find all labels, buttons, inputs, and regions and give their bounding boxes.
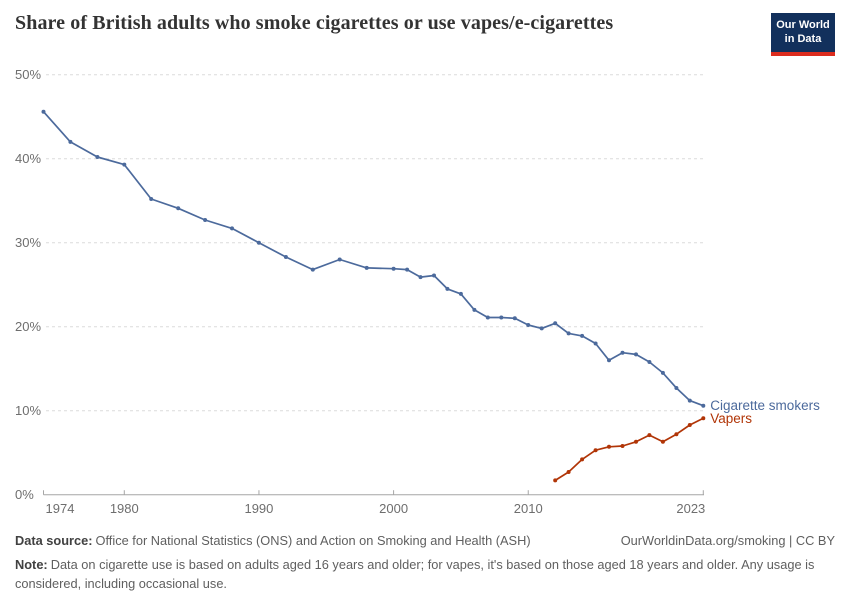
data-point (593, 448, 598, 453)
note-text: Data on cigarette use is based on adults… (15, 557, 815, 592)
y-tick-label: 50% (15, 67, 41, 82)
y-tick-label: 0% (15, 487, 34, 502)
owid-logo: Our World in Data (771, 13, 835, 56)
series-line-vapers (554, 417, 705, 482)
note-label: Note: (15, 557, 48, 572)
data-point (539, 326, 544, 331)
data-source-label: Data source: (15, 533, 93, 548)
note-row: Note: Data on cigarette use is based on a… (15, 555, 835, 593)
data-point (701, 403, 706, 408)
data-point (472, 307, 477, 312)
data-point (607, 358, 611, 363)
data-point (647, 433, 652, 438)
data-point (230, 226, 234, 231)
owid-logo-line1: Our World (776, 19, 830, 31)
x-tick-label: 2010 (514, 501, 543, 516)
data-point (418, 275, 423, 280)
data-point (283, 255, 288, 259)
data-point (485, 315, 490, 320)
source-row: Data source: Office for National Statisti… (15, 533, 835, 548)
x-tick-label: 2000 (379, 501, 408, 516)
data-point (405, 267, 410, 272)
data-point (634, 439, 638, 444)
owid-logo-line2: in Data (784, 32, 822, 45)
data-point (620, 444, 625, 448)
data-point (432, 273, 436, 278)
y-tick-label: 30% (15, 235, 41, 250)
data-point (68, 139, 73, 144)
data-point (566, 470, 571, 474)
data-point (337, 257, 342, 262)
y-tick-label: 10% (15, 403, 41, 418)
data-point (391, 266, 396, 271)
data-point (95, 155, 100, 159)
data-point (620, 350, 625, 355)
data-point (512, 316, 517, 321)
x-tick-label: 2023 (676, 501, 705, 516)
data-point (458, 291, 463, 296)
data-point (203, 218, 208, 222)
data-point (580, 333, 585, 338)
data-point (364, 265, 369, 270)
line-chart: 0% 10% 20% 30% 40% 50% 1974 1980 1990 2000 2010 202… (15, 67, 820, 516)
data-point (687, 423, 692, 427)
data-point (607, 444, 611, 449)
data-point (566, 331, 571, 336)
chart-footer: Data source: Office for National Statisti… (15, 533, 835, 593)
page-title: Share of British adults who smoke cigare… (15, 12, 614, 34)
data-point (445, 286, 450, 291)
data-point (674, 386, 679, 390)
data-source: Data source: Office for National Statisti… (15, 533, 531, 548)
y-tick-label: 20% (15, 319, 41, 334)
credit-link[interactable]: OurWorldinData.org/smoking | CC BY (620, 533, 835, 548)
data-point (553, 478, 558, 483)
data-point (660, 439, 665, 444)
data-point (593, 341, 598, 346)
data-point (553, 321, 558, 326)
x-tick-label: 1980 (110, 501, 139, 516)
x-tick-label: 1990 (244, 501, 273, 516)
data-point (256, 240, 261, 245)
data-point (647, 360, 652, 364)
y-tick-label: 40% (15, 151, 41, 166)
data-point (526, 323, 531, 327)
data-point (660, 370, 665, 375)
data-point (310, 267, 315, 272)
x-tick-label: 1974 (46, 501, 75, 516)
series-label-vapers: Vapers (710, 411, 752, 426)
data-point (149, 197, 154, 201)
data-point (176, 206, 181, 211)
data-point (122, 162, 127, 167)
chart-header: Share of British adults who smoke cigare… (15, 12, 835, 56)
data-point (634, 352, 638, 357)
data-source-text: Office for National Statistics (ONS) and… (95, 533, 531, 548)
data-point (701, 416, 706, 421)
series-label-cigarette-smokers: Cigarette smokers (710, 398, 820, 413)
data-point (687, 398, 692, 403)
data-point (41, 109, 46, 114)
series-line-cigarette-smokers (42, 110, 705, 407)
data-point (674, 432, 679, 437)
data-point (499, 315, 504, 320)
data-point (580, 457, 585, 462)
